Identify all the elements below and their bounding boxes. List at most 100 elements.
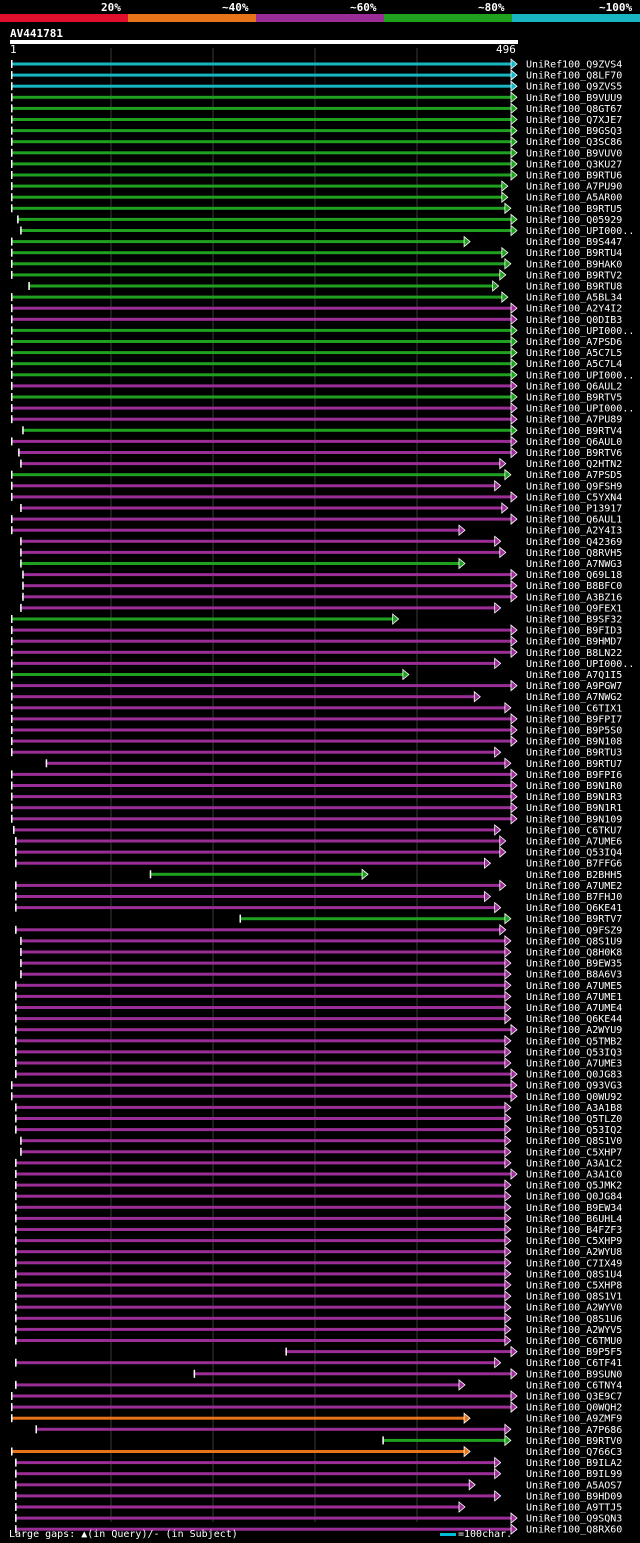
hit-end-arrow: [510, 1168, 518, 1180]
hit-end-arrow: [510, 1090, 518, 1103]
hit-end-arrow: [504, 1101, 512, 1114]
hit-bar: [15, 861, 486, 865]
hit-bar: [15, 895, 486, 898]
hit-label: UniRef100_Q8H0K8: [526, 948, 622, 959]
hit-bar: [35, 1427, 506, 1431]
hit-start-tick: [11, 348, 13, 357]
hit-end-arrow: [510, 158, 518, 170]
hit-label: UniRef100_B7FFG6: [526, 859, 622, 870]
hit-start-tick: [15, 903, 17, 912]
hit-bar: [22, 428, 512, 432]
hit-bar: [20, 539, 496, 543]
hit-bar: [15, 1383, 460, 1387]
hit-label: UniRef100_Q8S1U4: [526, 1269, 622, 1280]
hit-label: UniRef100_Q0DIB3: [526, 315, 622, 326]
hit-end-arrow: [504, 1157, 512, 1169]
hit-bar: [20, 550, 501, 554]
hit-bar: [11, 728, 512, 732]
hit-start-tick: [15, 1003, 17, 1012]
hit-start-tick: [11, 792, 13, 801]
hit-bar: [11, 173, 512, 177]
hit-label: UniRef100_Q93VG3: [526, 1081, 622, 1092]
hit-start-tick: [11, 648, 13, 657]
hit-label: UniRef100_B9ILA2: [526, 1458, 622, 1469]
hit-start-tick: [15, 1014, 17, 1023]
hit-start-tick: [15, 1358, 17, 1367]
hit-start-tick: [15, 1103, 17, 1112]
hit-end-arrow: [510, 568, 518, 581]
hit-label: UniRef100_A7NWG3: [526, 559, 622, 570]
hit-end-arrow: [504, 257, 512, 270]
legend-label: ~40%: [222, 1, 249, 14]
hit-bar: [11, 206, 506, 210]
hit-start-tick: [11, 659, 13, 668]
hit-bar: [11, 684, 512, 688]
hit-end-arrow: [504, 1190, 512, 1203]
hit-start-tick: [15, 1314, 17, 1323]
hit-start-tick: [11, 415, 13, 424]
hit-start-tick: [15, 1269, 17, 1278]
hit-bar: [20, 1139, 506, 1143]
hit-label: UniRef100_A7PSD5: [526, 470, 622, 481]
hit-bar: [15, 1283, 506, 1287]
hit-start-tick: [17, 215, 19, 224]
hit-bar: [11, 673, 404, 676]
hit-start-tick: [15, 1236, 17, 1245]
hit-label: UniRef100_B9HMD7: [526, 637, 622, 648]
hit-end-arrow: [402, 668, 410, 681]
hit-end-arrow: [494, 1467, 502, 1480]
hit-bar: [11, 129, 512, 133]
hit-end-arrow: [504, 979, 512, 992]
hit-end-arrow: [510, 324, 518, 337]
hit-label: UniRef100_UPI000..: [526, 226, 634, 237]
hit-label: UniRef100_A7PSD6: [526, 337, 622, 348]
hit-start-tick: [15, 1025, 17, 1034]
hit-bar: [11, 650, 512, 654]
hit-end-arrow: [458, 1501, 466, 1513]
legend-segment: [128, 14, 256, 22]
hit-label: UniRef100_Q8S1V0: [526, 1136, 622, 1147]
hit-start-tick: [15, 1514, 17, 1523]
hit-bar: [15, 1006, 506, 1009]
hit-label: UniRef100_B8LN22: [526, 648, 622, 659]
hit-bar: [15, 1172, 512, 1176]
hit-start-tick: [11, 171, 13, 179]
hit-label: UniRef100_C5XHP9: [526, 1236, 622, 1247]
hit-label: UniRef100_A3BZ16: [526, 592, 622, 603]
hit-label: UniRef100_B9RTU4: [526, 248, 622, 259]
hit-label: UniRef100_B9N1R0: [526, 781, 622, 792]
hit-label: UniRef100_B9IL99: [526, 1469, 622, 1480]
hit-label: UniRef100_B9P5F5: [526, 1347, 622, 1358]
hit-bar: [11, 1394, 512, 1398]
hit-end-arrow: [504, 1334, 512, 1347]
hit-bar: [11, 1094, 512, 1098]
hit-start-tick: [15, 1503, 17, 1511]
hit-end-arrow: [458, 524, 466, 537]
hit-start-tick: [11, 814, 13, 823]
hit-start-tick: [15, 881, 17, 890]
hit-end-arrow: [510, 1345, 518, 1358]
hit-end-arrow: [510, 590, 518, 603]
hit-end-arrow: [504, 1034, 512, 1047]
hit-end-arrow: [468, 1478, 476, 1491]
hit-end-arrow: [510, 768, 518, 781]
hit-bar: [11, 195, 503, 199]
hit-end-arrow: [501, 291, 509, 303]
hit-label: UniRef100_Q0WQH2: [526, 1403, 622, 1414]
hit-start-tick: [15, 1192, 17, 1201]
hit-bar: [15, 1194, 506, 1198]
legend-segment: [384, 14, 512, 22]
hit-bar: [11, 273, 501, 277]
hit-start-tick: [15, 1225, 17, 1234]
hit-end-arrow: [499, 269, 507, 281]
hit-start-tick: [15, 1070, 17, 1079]
hit-start-tick: [11, 337, 13, 346]
hit-end-arrow: [499, 835, 507, 847]
hit-label: UniRef100_A9TTJ5: [526, 1503, 622, 1514]
hit-end-arrow: [504, 1145, 512, 1158]
hit-end-arrow: [510, 513, 518, 525]
hit-end-arrow: [504, 1423, 512, 1436]
hit-bar: [11, 384, 512, 388]
hit-end-arrow: [510, 169, 518, 181]
hit-label: UniRef100_A7PU90: [526, 182, 622, 193]
